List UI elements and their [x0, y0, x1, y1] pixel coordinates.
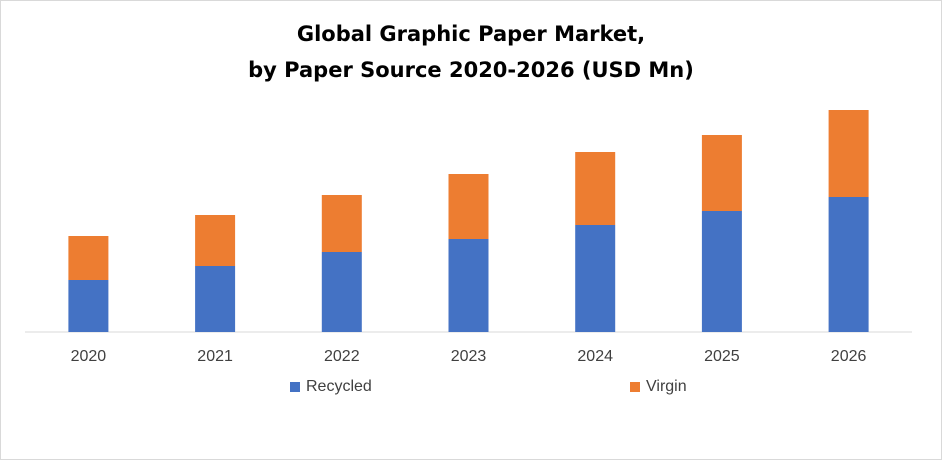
x-tick-label-2024: 2024 [577, 348, 613, 365]
x-tick-label-2025: 2025 [704, 348, 740, 365]
bar-recycled-2025 [701, 211, 742, 332]
bar-virgin-2022 [321, 195, 362, 252]
legend-label-recycled: Recycled [306, 378, 372, 395]
x-tick-label-2026: 2026 [831, 348, 867, 365]
legend-swatch-virgin [630, 382, 640, 392]
bar-recycled-2021 [195, 266, 236, 332]
x-tick-label-2020: 2020 [71, 348, 107, 365]
bar-virgin-2020 [68, 236, 109, 280]
bar-virgin-2025 [701, 135, 742, 211]
chart-title-line1: Global Graphic Paper Market, [296, 22, 646, 46]
bar-recycled-2024 [575, 225, 616, 332]
bar-recycled-2022 [321, 252, 362, 332]
legend-label-virgin: Virgin [646, 378, 687, 395]
legend-item-recycled: Recycled [290, 377, 372, 397]
bar-virgin-2021 [195, 215, 236, 266]
bar-virgin-2023 [448, 174, 489, 239]
x-tick-label-2023: 2023 [451, 348, 487, 365]
legend-swatch-recycled [290, 382, 300, 392]
x-tick-label-2021: 2021 [197, 348, 233, 365]
bar-recycled-2026 [828, 197, 869, 332]
legend-item-virgin: Virgin [630, 377, 687, 397]
bar-virgin-2026 [828, 110, 869, 197]
chart-title-line2: by Paper Source 2020-2026 (USD Mn) [248, 58, 694, 82]
x-tick-label-2022: 2022 [324, 348, 360, 365]
bar-virgin-2024 [575, 152, 616, 225]
bar-recycled-2020 [68, 280, 109, 332]
bar-recycled-2023 [448, 239, 489, 332]
